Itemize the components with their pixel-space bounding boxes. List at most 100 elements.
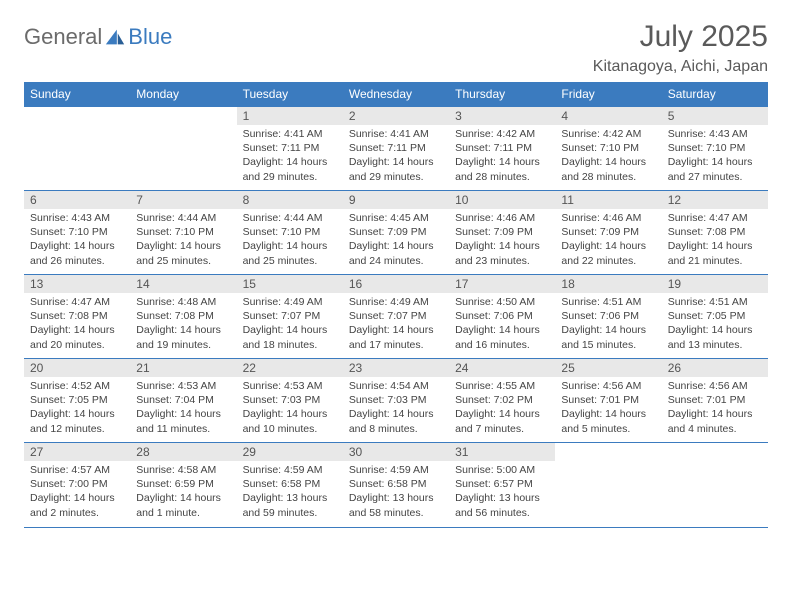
day-number: 22 [237,359,343,377]
day-number: 27 [24,443,130,461]
day-details: Sunrise: 4:49 AMSunset: 7:07 PMDaylight:… [237,293,343,356]
day-number: 31 [449,443,555,461]
calendar-day-cell: 29Sunrise: 4:59 AMSunset: 6:58 PMDayligh… [237,443,343,527]
day-details: Sunrise: 5:00 AMSunset: 6:57 PMDaylight:… [449,461,555,524]
daylight-text: Daylight: 14 hours and 26 minutes. [30,239,124,267]
calendar-day-cell: 28Sunrise: 4:58 AMSunset: 6:59 PMDayligh… [130,443,236,527]
day-number: 23 [343,359,449,377]
day-header: Monday [130,82,236,107]
day-number: 1 [237,107,343,125]
daylight-text: Daylight: 14 hours and 10 minutes. [243,407,337,435]
day-details: Sunrise: 4:45 AMSunset: 7:09 PMDaylight:… [343,209,449,272]
day-details: Sunrise: 4:44 AMSunset: 7:10 PMDaylight:… [237,209,343,272]
daylight-text: Daylight: 14 hours and 28 minutes. [455,155,549,183]
daylight-text: Daylight: 14 hours and 7 minutes. [455,407,549,435]
day-details: Sunrise: 4:54 AMSunset: 7:03 PMDaylight:… [343,377,449,440]
day-details: Sunrise: 4:46 AMSunset: 7:09 PMDaylight:… [449,209,555,272]
calendar-day-cell: 24Sunrise: 4:55 AMSunset: 7:02 PMDayligh… [449,359,555,443]
sunrise-text: Sunrise: 4:52 AM [30,379,124,393]
sunrise-text: Sunrise: 4:44 AM [136,211,230,225]
day-details: Sunrise: 4:58 AMSunset: 6:59 PMDaylight:… [130,461,236,524]
sunset-text: Sunset: 7:10 PM [30,225,124,239]
sunset-text: Sunset: 7:04 PM [136,393,230,407]
day-number: 10 [449,191,555,209]
day-details: Sunrise: 4:42 AMSunset: 7:10 PMDaylight:… [555,125,661,188]
sunrise-text: Sunrise: 4:41 AM [349,127,443,141]
sunrise-text: Sunrise: 4:53 AM [243,379,337,393]
day-header: Wednesday [343,82,449,107]
day-number: 14 [130,275,236,293]
day-details: Sunrise: 4:43 AMSunset: 7:10 PMDaylight:… [24,209,130,272]
sunset-text: Sunset: 6:58 PM [243,477,337,491]
daylight-text: Daylight: 14 hours and 27 minutes. [668,155,762,183]
calendar-day-cell: 2Sunrise: 4:41 AMSunset: 7:11 PMDaylight… [343,107,449,191]
day-details: Sunrise: 4:59 AMSunset: 6:58 PMDaylight:… [343,461,449,524]
sunset-text: Sunset: 7:01 PM [561,393,655,407]
calendar-day-cell: 25Sunrise: 4:56 AMSunset: 7:01 PMDayligh… [555,359,661,443]
calendar-empty-cell [662,443,768,527]
calendar-day-cell: 15Sunrise: 4:49 AMSunset: 7:07 PMDayligh… [237,275,343,359]
daylight-text: Daylight: 14 hours and 29 minutes. [349,155,443,183]
day-number: 4 [555,107,661,125]
calendar-day-cell: 21Sunrise: 4:53 AMSunset: 7:04 PMDayligh… [130,359,236,443]
day-details: Sunrise: 4:41 AMSunset: 7:11 PMDaylight:… [343,125,449,188]
calendar-day-cell: 23Sunrise: 4:54 AMSunset: 7:03 PMDayligh… [343,359,449,443]
sunset-text: Sunset: 7:06 PM [561,309,655,323]
logo-word-1: General [24,24,102,50]
day-number: 15 [237,275,343,293]
day-details: Sunrise: 4:44 AMSunset: 7:10 PMDaylight:… [130,209,236,272]
calendar-day-cell: 1Sunrise: 4:41 AMSunset: 7:11 PMDaylight… [237,107,343,191]
day-number: 17 [449,275,555,293]
day-details: Sunrise: 4:56 AMSunset: 7:01 PMDaylight:… [662,377,768,440]
calendar-day-cell: 10Sunrise: 4:46 AMSunset: 7:09 PMDayligh… [449,191,555,275]
sunset-text: Sunset: 7:10 PM [136,225,230,239]
sunrise-text: Sunrise: 4:45 AM [349,211,443,225]
day-number: 19 [662,275,768,293]
day-details: Sunrise: 4:46 AMSunset: 7:09 PMDaylight:… [555,209,661,272]
location-text: Kitanagoya, Aichi, Japan [593,58,768,76]
calendar-day-cell: 30Sunrise: 4:59 AMSunset: 6:58 PMDayligh… [343,443,449,527]
daylight-text: Daylight: 14 hours and 2 minutes. [30,491,124,519]
sunset-text: Sunset: 7:07 PM [243,309,337,323]
day-number: 6 [24,191,130,209]
daylight-text: Daylight: 14 hours and 24 minutes. [349,239,443,267]
sunrise-text: Sunrise: 4:43 AM [668,127,762,141]
sunrise-text: Sunrise: 4:43 AM [30,211,124,225]
sunset-text: Sunset: 6:57 PM [455,477,549,491]
sunset-text: Sunset: 7:11 PM [349,141,443,155]
day-details: Sunrise: 4:41 AMSunset: 7:11 PMDaylight:… [237,125,343,188]
sunrise-text: Sunrise: 4:47 AM [668,211,762,225]
calendar-day-cell: 4Sunrise: 4:42 AMSunset: 7:10 PMDaylight… [555,107,661,191]
sail-icon [104,27,126,47]
sunrise-text: Sunrise: 4:58 AM [136,463,230,477]
daylight-text: Daylight: 14 hours and 23 minutes. [455,239,549,267]
calendar-empty-cell [130,107,236,191]
calendar-day-cell: 8Sunrise: 4:44 AMSunset: 7:10 PMDaylight… [237,191,343,275]
sunrise-text: Sunrise: 4:46 AM [561,211,655,225]
sunset-text: Sunset: 7:11 PM [243,141,337,155]
logo: General Blue [24,24,172,50]
sunrise-text: Sunrise: 4:47 AM [30,295,124,309]
sunrise-text: Sunrise: 4:59 AM [243,463,337,477]
calendar-day-cell: 18Sunrise: 4:51 AMSunset: 7:06 PMDayligh… [555,275,661,359]
day-header: Thursday [449,82,555,107]
calendar-day-cell: 9Sunrise: 4:45 AMSunset: 7:09 PMDaylight… [343,191,449,275]
sunset-text: Sunset: 7:00 PM [30,477,124,491]
daylight-text: Daylight: 14 hours and 15 minutes. [561,323,655,351]
sunset-text: Sunset: 6:58 PM [349,477,443,491]
day-details: Sunrise: 4:51 AMSunset: 7:05 PMDaylight:… [662,293,768,356]
sunset-text: Sunset: 7:05 PM [668,309,762,323]
calendar-day-cell: 20Sunrise: 4:52 AMSunset: 7:05 PMDayligh… [24,359,130,443]
daylight-text: Daylight: 14 hours and 17 minutes. [349,323,443,351]
calendar-empty-cell [24,107,130,191]
calendar-day-cell: 13Sunrise: 4:47 AMSunset: 7:08 PMDayligh… [24,275,130,359]
daylight-text: Daylight: 14 hours and 21 minutes. [668,239,762,267]
day-details: Sunrise: 4:49 AMSunset: 7:07 PMDaylight:… [343,293,449,356]
header-row: General Blue July 2025 Kitanagoya, Aichi… [24,20,768,76]
day-number: 12 [662,191,768,209]
day-details: Sunrise: 4:56 AMSunset: 7:01 PMDaylight:… [555,377,661,440]
calendar-day-cell: 7Sunrise: 4:44 AMSunset: 7:10 PMDaylight… [130,191,236,275]
day-details: Sunrise: 4:48 AMSunset: 7:08 PMDaylight:… [130,293,236,356]
day-number: 9 [343,191,449,209]
sunrise-text: Sunrise: 4:49 AM [243,295,337,309]
